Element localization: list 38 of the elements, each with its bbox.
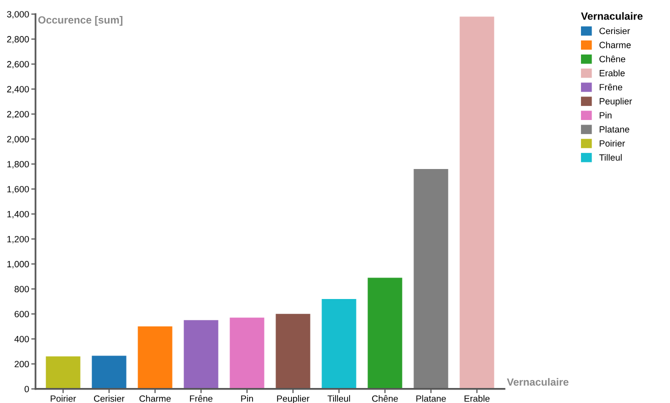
y-axis-title: Occurence [sum]	[38, 16, 122, 26]
y-tick-label: 600	[14, 310, 29, 318]
y-tick-label: 1,200	[7, 236, 29, 244]
y-tick-label: 800	[14, 286, 29, 292]
legend-label: Cerisier	[599, 28, 630, 34]
y-tick-label: 200	[14, 360, 29, 368]
y-tick-label: 1,800	[7, 160, 29, 168]
legend-label: Tilleul	[599, 154, 622, 161]
x-tick-label: Chêne	[372, 395, 398, 402]
y-tick-label: 3,000	[7, 11, 29, 19]
y-tick-label: 2,400	[7, 86, 29, 94]
legend-title: Vernaculaire	[581, 12, 643, 20]
x-axis-title: Vernaculaire	[506, 378, 568, 386]
y-tick-label: 2,800	[7, 36, 29, 44]
x-tick-label: Tilleul	[328, 395, 350, 402]
x-tick-label: Charme	[139, 395, 171, 402]
x-tick-label: Cerisier	[94, 395, 124, 402]
y-tick-label: 1,400	[7, 210, 29, 218]
legend-label: Chêne	[599, 56, 626, 62]
y-tick-label: 1,600	[7, 186, 29, 194]
y-tick-label: 2,000	[7, 136, 29, 144]
x-tick-label: Pin	[241, 395, 253, 402]
legend-label: Charme	[599, 42, 631, 48]
y-tick-label: 2,200	[7, 111, 29, 118]
legend-label: Pin	[600, 112, 612, 118]
x-tick-label: Erable	[464, 395, 490, 402]
legend-label: Peuplier	[600, 98, 632, 106]
x-tick-label: Platane	[416, 395, 446, 402]
legend-label: Erable	[600, 70, 625, 76]
legend-label: Poirier	[600, 140, 625, 147]
y-tick-label: 0	[24, 386, 29, 392]
y-tick-label: 1,000	[7, 260, 29, 268]
y-tick-label: 2,600	[7, 61, 29, 69]
y-tick-label: 400	[14, 336, 29, 342]
x-tick-label: Frêne	[190, 395, 212, 402]
legend-label: Platane	[600, 126, 630, 133]
legend-label: Frêne	[600, 84, 622, 90]
x-tick-label: Poirier	[50, 395, 76, 402]
